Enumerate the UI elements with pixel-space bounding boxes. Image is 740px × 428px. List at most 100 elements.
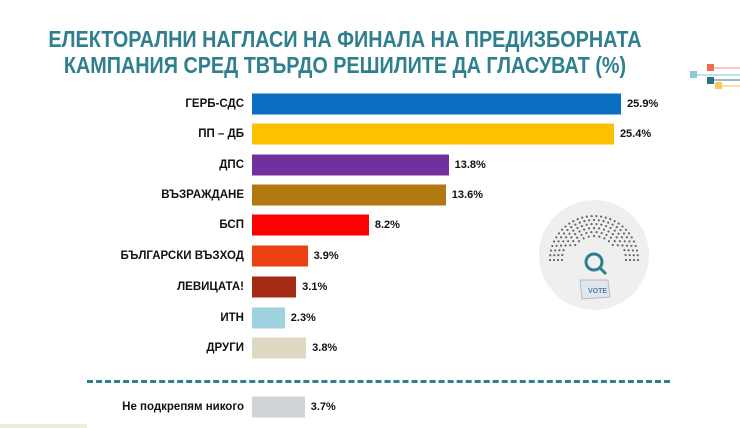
seat-dot <box>631 249 634 252</box>
seat-dot <box>567 240 570 243</box>
seat-dot <box>590 222 593 226</box>
seat-dot <box>605 233 608 237</box>
seat-dot <box>562 232 566 235</box>
title-line-1: ЕЛЕКТОРАЛНИ НАГЛАСИ НА ФИНАЛА НА ПРЕДИЗБ… <box>48 26 642 52</box>
seat-dot <box>562 249 565 252</box>
category-label: ПП – ДБ <box>198 128 244 140</box>
seat-dot <box>585 215 588 218</box>
category-label: ГЕРБ-СДС <box>185 98 244 110</box>
seat-dot <box>564 236 568 239</box>
separator-dashed-line <box>87 380 670 383</box>
data-label: 8.2% <box>374 219 400 231</box>
seat-dot <box>570 236 573 239</box>
seat-dot <box>630 236 633 239</box>
seat-dot <box>583 220 586 223</box>
seat-dot <box>623 249 626 252</box>
seat-dot <box>576 236 579 239</box>
seat-dot <box>602 220 605 223</box>
seat-dot <box>578 230 581 233</box>
seat-dot <box>628 253 631 257</box>
seat-dot <box>583 228 586 231</box>
seat-dot <box>621 244 624 247</box>
seat-dot <box>597 219 600 222</box>
seat-dot <box>628 258 632 262</box>
seat-dot <box>574 233 577 236</box>
category-label: БСП <box>219 219 244 231</box>
seat-dot <box>592 226 596 230</box>
seat-dot <box>590 214 593 218</box>
bar <box>252 93 622 115</box>
data-label: 3.9% <box>313 250 339 262</box>
seat-dot <box>549 249 553 252</box>
chart-title: ЕЛЕКТОРАЛНИ НАГЛАСИ НА ФИНАЛА НА ПРЕДИЗБ… <box>0 26 690 78</box>
seat-dot <box>557 232 561 235</box>
seat-dot <box>564 244 567 247</box>
seat-dot <box>561 253 564 257</box>
category-label: БЪЛГАРСКИ ВЪЗХОД <box>120 250 244 262</box>
seat-dot <box>548 258 552 262</box>
data-label: 13.8% <box>454 159 486 171</box>
seat-dot <box>634 244 637 248</box>
seat-dot <box>623 240 626 243</box>
vote-text: VOTE <box>588 288 607 295</box>
footer-strip <box>0 424 87 428</box>
seat-dot <box>587 227 591 230</box>
seat-dot <box>556 258 560 262</box>
seat-dot <box>574 223 577 226</box>
seat-dot <box>617 222 620 225</box>
seat-dot <box>600 223 603 226</box>
seat-dot <box>627 249 630 252</box>
seat-dot <box>576 226 579 230</box>
seat-dot <box>559 244 563 247</box>
seat-dot <box>557 253 560 257</box>
seat-dot <box>613 240 616 243</box>
seat-dot <box>600 215 603 218</box>
category-label: ВЪЗРАЖДАНЕ <box>161 189 244 201</box>
data-label: 25.4% <box>619 128 652 140</box>
seat-dot <box>559 236 563 239</box>
seat-dot <box>595 231 598 234</box>
seat-dot <box>587 235 590 238</box>
seat-dot <box>613 229 616 232</box>
seat-dot <box>572 240 575 243</box>
seat-dot <box>585 231 588 235</box>
data-label: 3.7% <box>310 401 336 413</box>
seat-dot <box>554 249 557 252</box>
seat-dot <box>607 230 610 233</box>
seat-dot <box>576 218 579 221</box>
seat-dot <box>624 253 627 257</box>
category-label: ЛЕВИЦАТА! <box>177 281 244 293</box>
seat-dot <box>611 233 614 236</box>
seat-dot <box>635 249 639 252</box>
seat-dot <box>595 214 598 218</box>
seat-dot <box>570 225 573 229</box>
seat-dot <box>616 244 619 247</box>
seat-dot <box>564 225 567 228</box>
seat-dot <box>581 216 584 219</box>
seat-dot <box>572 220 575 223</box>
seat-dot <box>620 236 624 239</box>
category-label: ИТН <box>220 312 244 324</box>
seat-dot <box>603 237 606 240</box>
seat-dot <box>619 228 622 232</box>
seat-dot <box>572 229 575 232</box>
seat-dot <box>607 240 611 243</box>
seat-dot <box>560 258 564 262</box>
bar <box>252 245 308 267</box>
seat-dot <box>595 222 598 226</box>
title-line-2: КАМПАНИЯ СРЕД ТВЪРДО РЕШИЛИТЕ ДА ГЛАСУВА… <box>63 52 627 78</box>
category-label: Не подкрепям никого <box>122 401 244 413</box>
seat-dot <box>590 231 593 234</box>
bar <box>252 307 285 329</box>
bar <box>252 184 446 206</box>
data-label: 3.8% <box>312 342 338 354</box>
seat-dot <box>613 220 616 223</box>
seat-dot <box>553 254 556 257</box>
category-label: ДРУГИ <box>206 342 244 354</box>
seat-dot <box>609 218 612 221</box>
seat-dot <box>621 225 624 228</box>
seat-dot <box>611 223 614 226</box>
seat-dot <box>604 224 608 228</box>
seat-dot <box>585 223 588 226</box>
seat-dot <box>555 236 558 239</box>
